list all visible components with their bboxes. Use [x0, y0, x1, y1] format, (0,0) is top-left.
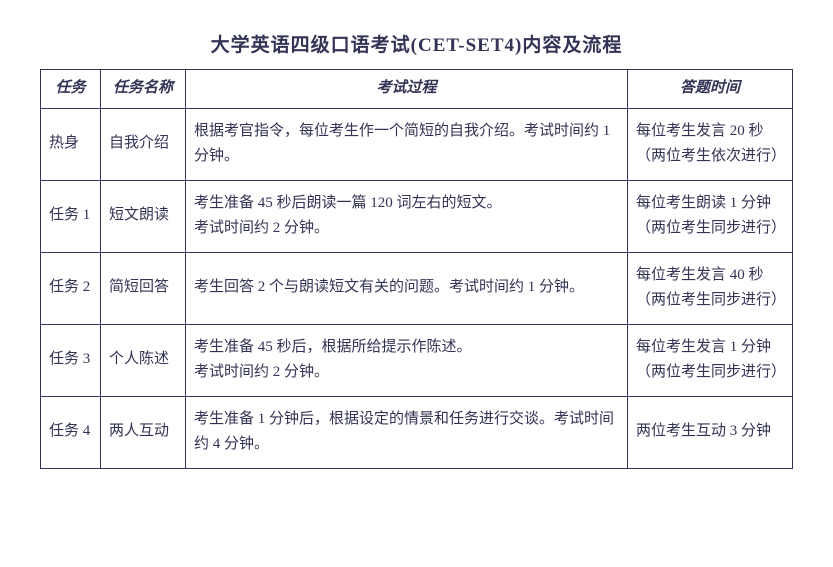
table-row: 任务 4 两人互动 考生准备 1 分钟后，根据设定的情景和任务进行交谈。考试时间… [41, 396, 793, 468]
table-row: 任务 2 简短回答 考生回答 2 个与朗读短文有关的问题。考试时间约 1 分钟。… [41, 252, 793, 324]
cell-time: 每位考生发言 20 秒（两位考生依次进行） [628, 108, 793, 180]
cell-task: 任务 3 [41, 324, 101, 396]
header-task: 任务 [41, 70, 101, 109]
table-row: 热身 自我介绍 根据考官指令，每位考生作一个简短的自我介绍。考试时间约 1 分钟… [41, 108, 793, 180]
table-header-row: 任务 任务名称 考试过程 答题时间 [41, 70, 793, 109]
cell-process: 考生准备 45 秒后，根据所给提示作陈述。考试时间约 2 分钟。 [186, 324, 628, 396]
page-title: 大学英语四级口语考试(CET-SET4)内容及流程 [40, 30, 793, 57]
cell-name: 自我介绍 [101, 108, 186, 180]
table-row: 任务 1 短文朗读 考生准备 45 秒后朗读一篇 120 词左右的短文。考试时间… [41, 180, 793, 252]
table-row: 任务 3 个人陈述 考生准备 45 秒后，根据所给提示作陈述。考试时间约 2 分… [41, 324, 793, 396]
cell-time: 每位考生发言 40 秒（两位考生同步进行） [628, 252, 793, 324]
header-time: 答题时间 [628, 70, 793, 109]
cell-time: 两位考生互动 3 分钟 [628, 396, 793, 468]
cell-task: 任务 4 [41, 396, 101, 468]
header-process: 考试过程 [186, 70, 628, 109]
cell-process: 考生准备 1 分钟后，根据设定的情景和任务进行交谈。考试时间约 4 分钟。 [186, 396, 628, 468]
cell-task: 任务 1 [41, 180, 101, 252]
cell-name: 短文朗读 [101, 180, 186, 252]
cell-task: 任务 2 [41, 252, 101, 324]
header-name: 任务名称 [101, 70, 186, 109]
cell-process: 根据考官指令，每位考生作一个简短的自我介绍。考试时间约 1 分钟。 [186, 108, 628, 180]
cell-process: 考生准备 45 秒后朗读一篇 120 词左右的短文。考试时间约 2 分钟。 [186, 180, 628, 252]
cell-time: 每位考生发言 1 分钟（两位考生同步进行） [628, 324, 793, 396]
cell-name: 简短回答 [101, 252, 186, 324]
exam-table: 任务 任务名称 考试过程 答题时间 热身 自我介绍 根据考官指令，每位考生作一个… [40, 69, 793, 469]
cell-task: 热身 [41, 108, 101, 180]
cell-name: 两人互动 [101, 396, 186, 468]
cell-process: 考生回答 2 个与朗读短文有关的问题。考试时间约 1 分钟。 [186, 252, 628, 324]
cell-time: 每位考生朗读 1 分钟（两位考生同步进行） [628, 180, 793, 252]
cell-name: 个人陈述 [101, 324, 186, 396]
